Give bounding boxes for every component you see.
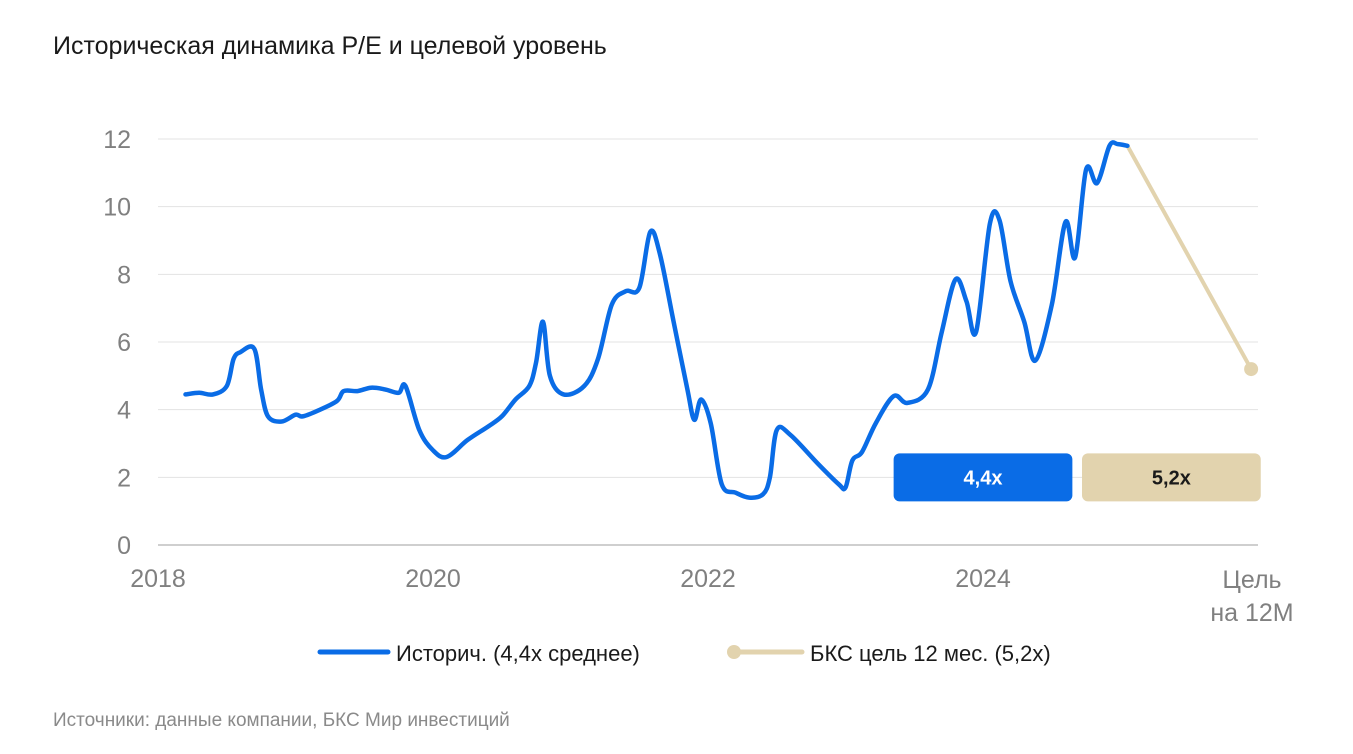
legend: Историч. (4,4x среднее) БКС цель 12 мес. … <box>317 641 1051 666</box>
chart-title: Историческая динамика P/E и целевой уров… <box>53 32 607 60</box>
x-tick-label: 2024 <box>955 565 1011 593</box>
legend-label: БКС цель 12 мес. (5,2x) <box>810 641 1051 666</box>
badge-background <box>1082 453 1261 502</box>
legend-marker <box>727 645 741 659</box>
average-badges: 4,4x 5,2x <box>893 453 1261 502</box>
y-tick-label: 4 <box>117 397 131 425</box>
y-tick-label: 0 <box>117 532 131 560</box>
y-tick-label: 12 <box>103 126 131 154</box>
series-lines <box>183 140 1259 500</box>
x-tick-label-target: на 12М <box>1210 599 1293 627</box>
average-badge: 5,2x <box>1082 453 1261 502</box>
legend-item-historical: Историч. (4,4x среднее) <box>317 641 640 666</box>
legend-label: Историч. (4,4x среднее) <box>396 641 640 666</box>
badge-label: 5,2x <box>1152 467 1191 489</box>
y-tick-labels: 0 2 4 6 8 10 12 <box>103 126 131 560</box>
average-badge: 4,4x <box>893 453 1073 502</box>
y-tick-label: 2 <box>117 464 131 492</box>
y-tick-label: 10 <box>103 194 131 222</box>
series-line-historical <box>183 140 1130 500</box>
y-tick-label: 8 <box>117 261 131 289</box>
x-tick-labels: 2018 2020 2022 2024 Цель на 12М <box>130 565 1293 627</box>
series-line-target <box>1125 143 1254 372</box>
legend-item-target: БКС цель 12 мес. (5,2x) <box>727 641 1051 666</box>
source-note: Источники: данные компании, БКС Мир инве… <box>53 710 510 731</box>
target-point <box>1244 362 1259 377</box>
y-tick-label: 6 <box>117 329 131 357</box>
badge-background <box>893 453 1073 502</box>
x-tick-label: 2020 <box>405 565 461 593</box>
pe-line-chart: 0 2 4 6 8 10 12 2018 2020 2022 2024 Цель на 12М 4,4… <box>103 126 1293 666</box>
x-tick-label: 2018 <box>130 565 186 593</box>
badge-label: 4,4x <box>964 467 1003 489</box>
x-tick-label: 2022 <box>680 565 736 593</box>
x-tick-label-target: Цель <box>1222 566 1281 594</box>
